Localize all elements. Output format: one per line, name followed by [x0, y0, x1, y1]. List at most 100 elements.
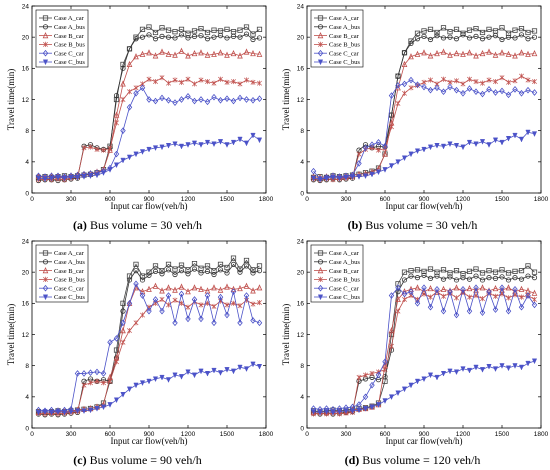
data-point — [499, 36, 505, 43]
data-point — [217, 96, 224, 104]
data-point — [204, 139, 211, 146]
caption-a-letter: (a) — [72, 218, 87, 232]
legend-marker — [42, 267, 49, 274]
data-point — [133, 280, 139, 288]
data-point — [408, 53, 414, 60]
data-point — [519, 294, 524, 300]
x-tick-label: 1800 — [534, 431, 549, 438]
legend: Case A_car Case A_bus Case B_car Case B_bus… — [35, 9, 89, 68]
data-point — [230, 33, 237, 39]
y-tick-label: 0 — [300, 425, 304, 432]
chart-panel-b: 0 4 8 12 16 20 24 0 300 600 900 1200 1500 1800 Input c… — [275, 0, 550, 235]
data-point — [166, 80, 171, 86]
data-point — [454, 295, 459, 301]
data-point — [224, 264, 230, 271]
data-point — [198, 96, 204, 103]
data-point — [382, 358, 388, 366]
data-point — [453, 49, 460, 57]
data-point — [395, 284, 401, 292]
data-point — [165, 267, 172, 273]
data-point — [493, 78, 498, 85]
data-point — [217, 139, 224, 145]
series-case-b-car — [310, 48, 538, 181]
data-point — [205, 78, 210, 85]
data-point — [499, 25, 505, 31]
data-point — [479, 284, 486, 291]
data-point — [191, 28, 198, 34]
data-point — [204, 268, 211, 274]
data-point — [531, 28, 538, 34]
data-point — [525, 86, 531, 94]
legend-label: Case C_bus — [329, 59, 360, 66]
data-point — [250, 361, 256, 368]
data-point — [531, 269, 538, 275]
data-point — [512, 132, 518, 139]
data-point — [518, 136, 525, 143]
series-case-b-bus — [311, 289, 537, 417]
data-point — [460, 30, 466, 36]
chart-b-svg: 0 4 8 12 16 20 24 0 300 600 900 1200 1500 1800 Input c… — [281, 3, 549, 211]
data-point — [408, 85, 414, 91]
series-case-b-car — [35, 282, 263, 416]
data-point — [120, 339, 126, 345]
data-point — [473, 78, 479, 85]
data-point — [191, 97, 198, 105]
data-point — [531, 301, 538, 309]
data-point — [512, 78, 518, 84]
data-point — [159, 144, 165, 151]
data-point — [388, 327, 395, 334]
data-point — [427, 52, 434, 59]
data-point — [224, 283, 230, 290]
data-point — [388, 394, 395, 401]
x-tick-label: 1200 — [181, 431, 196, 438]
data-point — [230, 368, 237, 375]
data-point — [172, 319, 178, 327]
data-point — [440, 143, 447, 150]
x-axis-label: Input car flow(veh/h) — [111, 436, 188, 446]
data-point — [126, 60, 133, 68]
y-tick-label: 20 — [297, 34, 305, 41]
data-point — [178, 262, 185, 268]
data-point — [512, 35, 518, 41]
data-point — [486, 26, 492, 32]
data-point — [211, 303, 217, 310]
data-point — [356, 401, 362, 408]
data-point — [434, 273, 440, 279]
data-point — [414, 81, 421, 89]
data-point — [414, 148, 421, 155]
data-point — [256, 284, 263, 291]
series-line — [313, 75, 535, 181]
data-point — [178, 26, 185, 32]
data-point — [211, 80, 217, 86]
data-point — [473, 88, 479, 96]
legend-label: Case B_car — [329, 33, 360, 40]
data-point — [237, 269, 243, 275]
data-point — [192, 81, 197, 87]
data-point — [48, 175, 55, 182]
data-point — [369, 404, 375, 411]
data-point — [427, 26, 434, 32]
x-tick-label: 0 — [305, 431, 309, 438]
data-point — [512, 275, 518, 281]
data-point — [120, 308, 126, 314]
data-point — [113, 111, 120, 118]
x-tick-label: 900 — [144, 431, 155, 438]
data-point — [230, 288, 237, 295]
data-point — [87, 407, 94, 414]
data-point — [126, 103, 133, 111]
data-point — [473, 286, 479, 293]
caption-c: (c) Bus volume = 90 veh/h — [0, 453, 275, 468]
data-point — [165, 50, 172, 57]
legend-label: Case C_car — [54, 285, 85, 292]
legend-marker — [318, 41, 323, 47]
data-point — [401, 155, 408, 162]
x-axis-label: Input car flow(veh/h) — [386, 201, 463, 211]
data-point — [133, 382, 139, 389]
series-line — [313, 51, 535, 178]
data-point — [139, 26, 146, 32]
data-point — [165, 284, 172, 291]
legend-label: Case A_bus — [329, 259, 360, 266]
legend-label: Case B_bus — [54, 42, 85, 49]
data-point — [243, 292, 250, 299]
data-point — [525, 263, 531, 269]
